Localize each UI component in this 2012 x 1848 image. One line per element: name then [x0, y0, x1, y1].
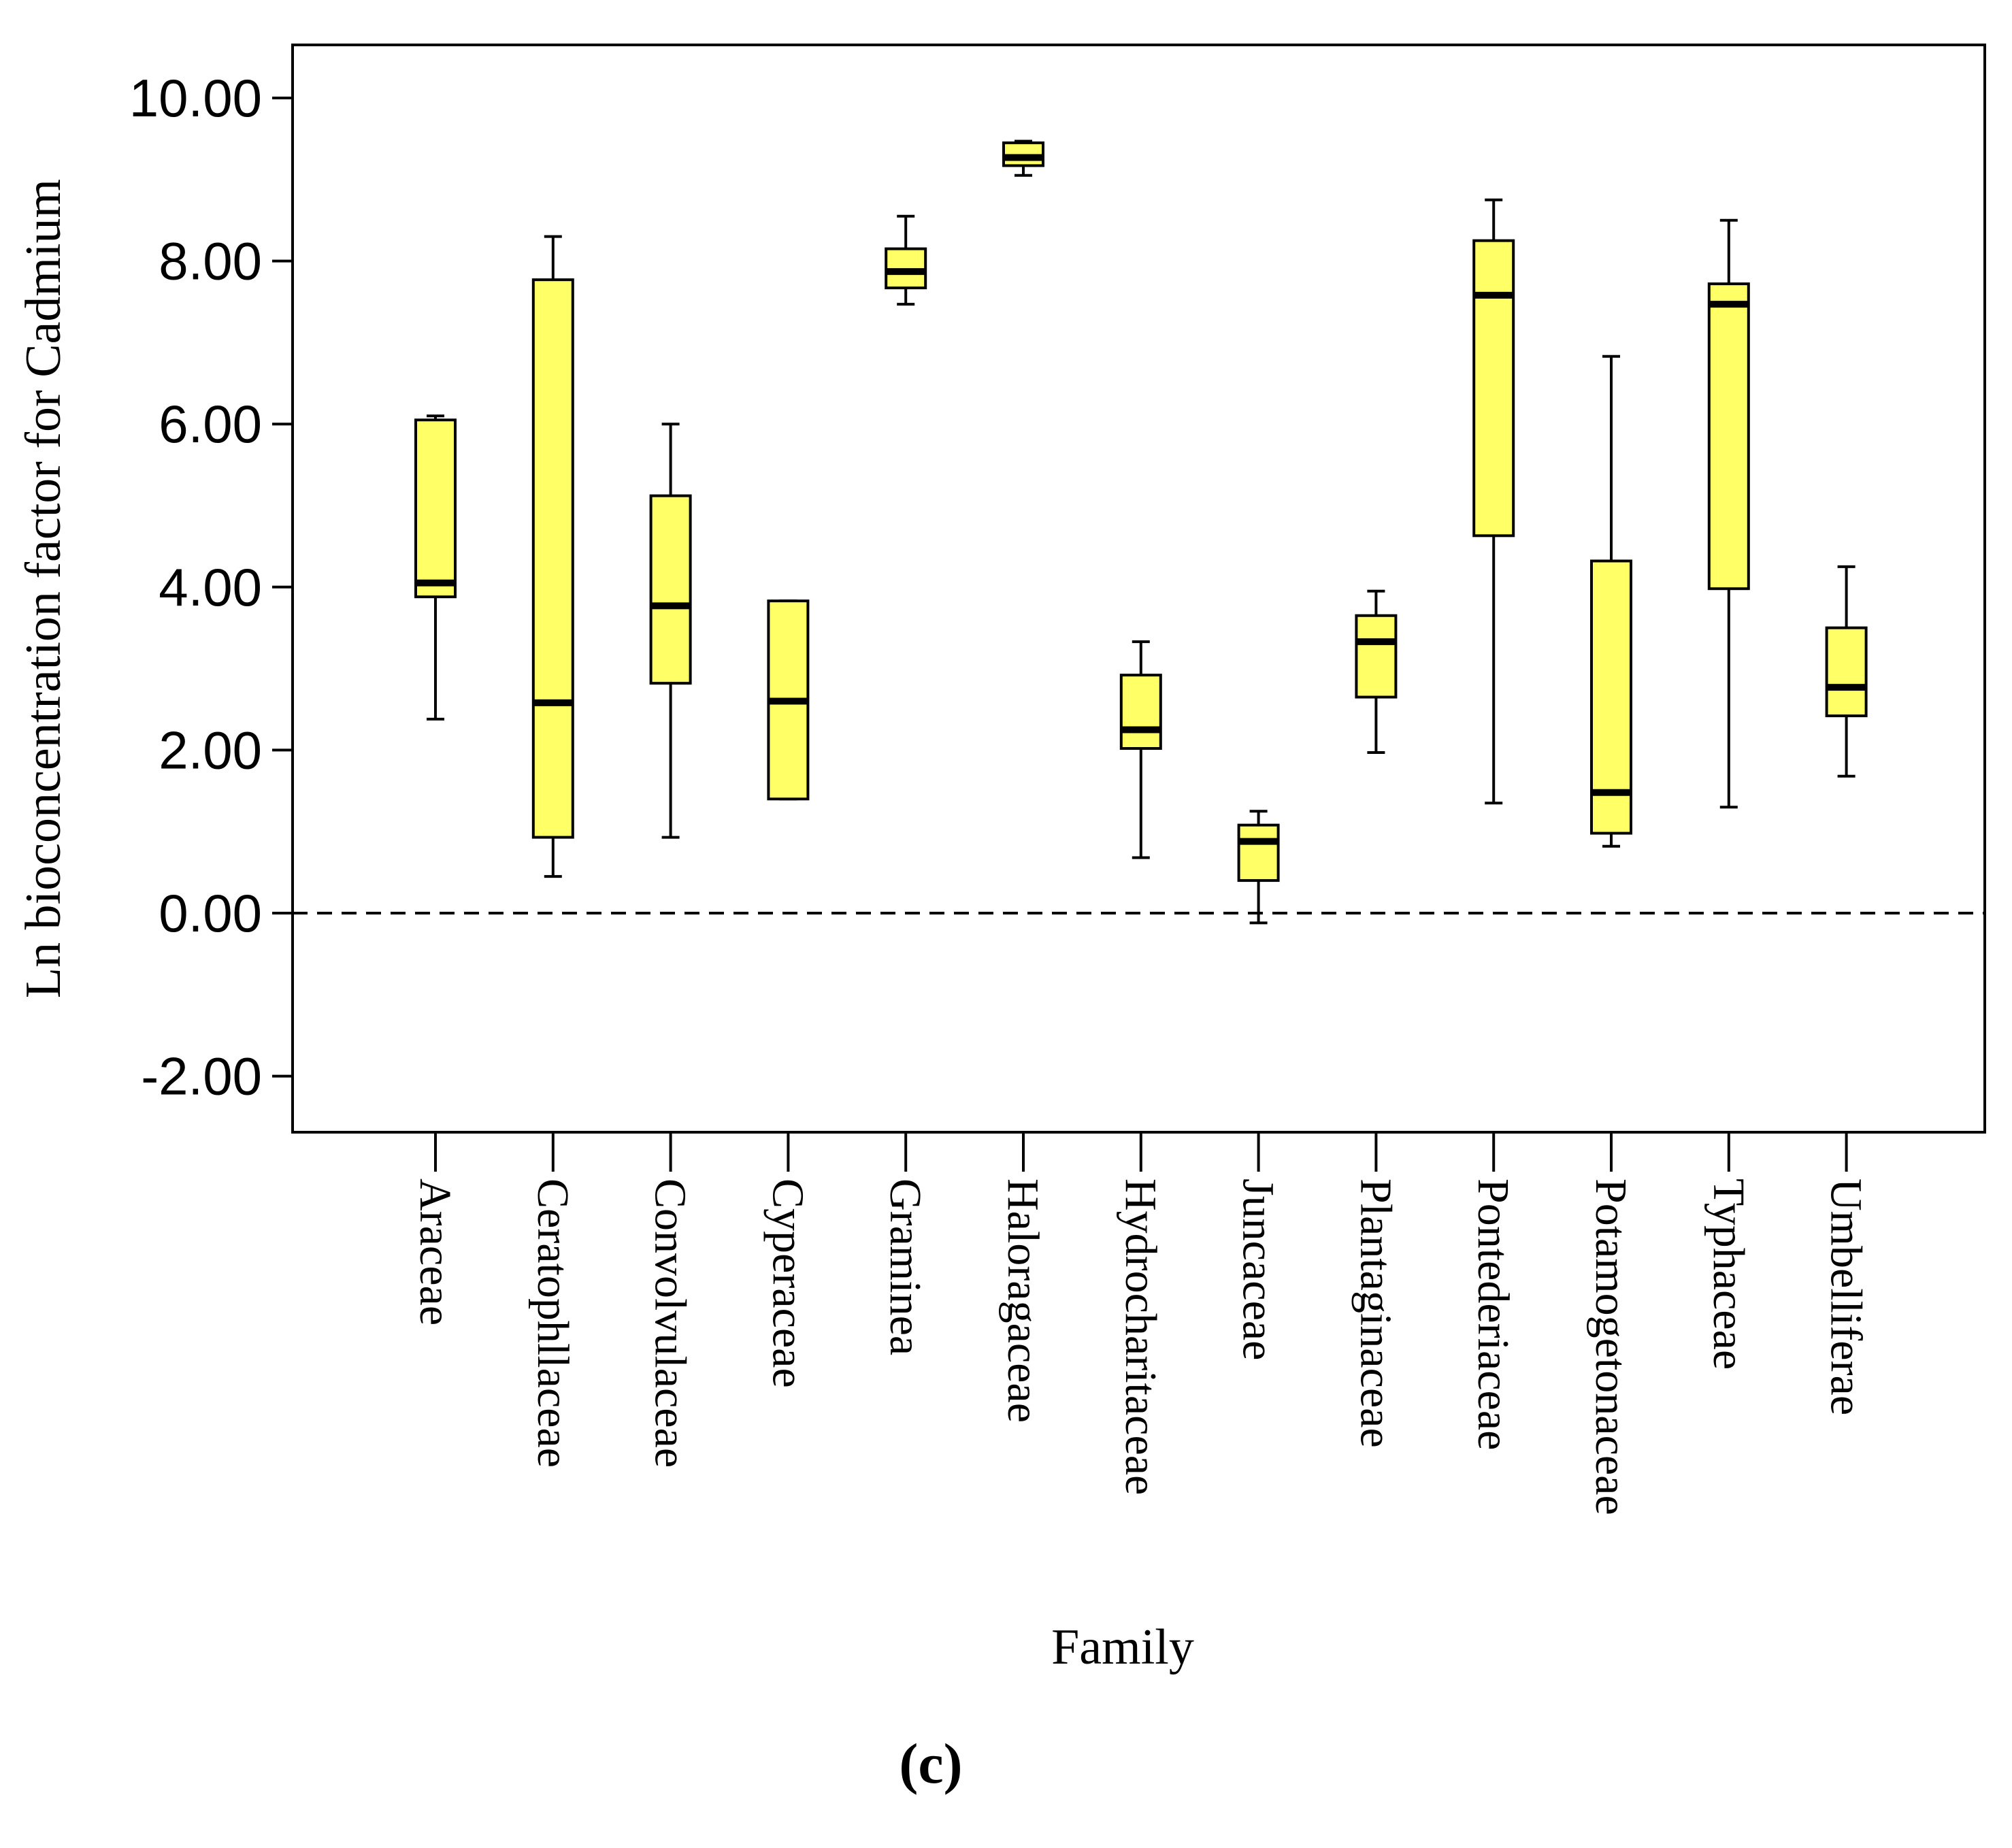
iqr-box — [1355, 614, 1398, 699]
box-group — [1825, 565, 1868, 778]
box-group — [414, 414, 457, 721]
box-series — [414, 139, 1868, 925]
box-group — [1472, 198, 1515, 805]
x-tick-label: Haloragaceae — [998, 1178, 1048, 1423]
y-axis-title: Ln bioconcentration factor for Cadmium — [16, 179, 71, 998]
x-tick-label: Pontederiaceae — [1468, 1178, 1518, 1450]
x-tick-label: Cyperaceae — [763, 1178, 812, 1388]
y-tick-label: 10.00 — [129, 68, 262, 128]
iqr-box — [1472, 239, 1515, 538]
box-group — [1707, 218, 1750, 809]
x-tick-label: Hydrocharitaceae — [1116, 1178, 1166, 1495]
box-group — [1590, 354, 1632, 848]
iqr-box — [531, 278, 574, 839]
y-tick-label: 4.00 — [159, 557, 262, 617]
box-group — [649, 423, 692, 839]
box-group — [1002, 139, 1044, 177]
x-axis-title: Family — [1051, 1619, 1194, 1675]
x-tick-label: Umbelliferae — [1821, 1178, 1871, 1415]
x-tick-label: Juncaceae — [1234, 1178, 1283, 1360]
x-tick-label: Convolvulaceae — [646, 1178, 695, 1468]
iqr-box — [649, 494, 692, 685]
x-tick-label: Typhaceae — [1704, 1178, 1753, 1370]
y-tick-label: -2.00 — [141, 1046, 262, 1106]
x-tick-label: Ceratophllaceae — [528, 1178, 578, 1468]
iqr-box — [414, 418, 457, 599]
y-tick-label: 2.00 — [159, 720, 262, 780]
iqr-box — [1825, 626, 1868, 718]
y-axis: -2.00 0.00 2.00 4.00 6.00 8.00 10.00 — [129, 68, 293, 1106]
box-group — [1355, 589, 1398, 754]
x-tick-label: Graminea — [880, 1178, 930, 1355]
x-tick-label: Plantaginaceae — [1351, 1178, 1400, 1448]
y-tick-label: 8.00 — [159, 231, 262, 291]
x-tick-label: Araceae — [410, 1178, 460, 1325]
y-tick-label: 6.00 — [159, 394, 262, 454]
iqr-box — [1590, 559, 1632, 835]
iqr-box — [1237, 823, 1280, 882]
box-group — [885, 214, 927, 306]
box-group — [767, 599, 810, 801]
iqr-box — [1119, 674, 1162, 750]
iqr-box — [1707, 282, 1750, 591]
x-axis: Araceae Ceratophllaceae Convolvulaceae Cype… — [410, 1132, 1871, 1515]
box-group — [1119, 640, 1162, 859]
y-tick-label: 0.00 — [159, 883, 262, 943]
x-tick-label: Potamogetonaceae — [1586, 1178, 1636, 1515]
panel-label: (c) — [899, 1732, 962, 1796]
box-group — [531, 235, 574, 878]
box-group — [1237, 810, 1280, 925]
plot-area-frame — [291, 44, 1986, 1134]
